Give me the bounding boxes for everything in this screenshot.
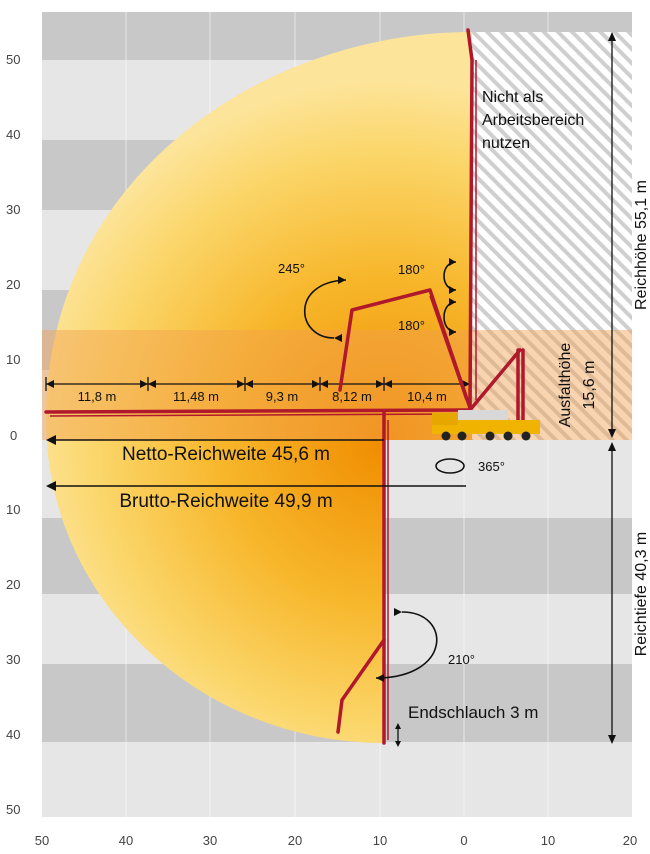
y-tick-label: 20	[6, 577, 20, 592]
y-tick-label: 40	[6, 727, 20, 742]
end-hose-label: Endschlauch 3 m	[408, 703, 538, 722]
x-tick-label: 30	[203, 833, 217, 848]
reach-depth-label: Reichtiefe 40,3 m	[633, 532, 650, 657]
angle-180-top-label: 180°	[398, 262, 425, 277]
netto-reach-label: Netto-Reichweite 45,6 m	[122, 444, 330, 465]
segment-label-1: 11,8 m	[78, 389, 117, 404]
vertical-dimensions	[395, 32, 616, 747]
hatch-note-line2: Arbeitsbereich	[482, 112, 584, 129]
angle-210-label: 210°	[448, 652, 475, 667]
segment-label-2: 11,48 m	[173, 389, 219, 404]
angle-365-label: 365°	[478, 459, 505, 474]
x-tick-label: 40	[119, 833, 133, 848]
segment-label-5: 10,4 m	[407, 389, 447, 404]
reach-height-label: Reichhöhe 55,1 m	[633, 180, 650, 310]
y-tick-label: 0	[10, 428, 17, 443]
x-tick-label: 20	[623, 833, 637, 848]
x-tick-label: 20	[288, 833, 302, 848]
x-axis: 50 40 30 20 10 0 10 20	[35, 833, 637, 848]
segment-label-4: 8,12 m	[332, 389, 372, 404]
y-tick-label: 50	[6, 52, 20, 67]
y-axis: 50 40 30 20 10 0 10 20 30 40 50	[6, 52, 20, 817]
hatched-zone	[472, 32, 632, 440]
reach-arrows	[46, 435, 466, 491]
y-tick-label: 20	[6, 277, 20, 292]
pump-truck	[432, 410, 540, 441]
segment-label-3: 9,3 m	[266, 389, 299, 404]
x-tick-label: 50	[35, 833, 49, 848]
angle-180-bottom-label: 180°	[398, 318, 425, 333]
y-tick-label: 10	[6, 352, 20, 367]
hatch-note-line1: Nicht als	[482, 89, 543, 106]
y-tick-label: 50	[6, 802, 20, 817]
angle-245-label: 245°	[278, 261, 305, 276]
x-tick-label: 0	[460, 833, 467, 848]
rotation-arcs	[303, 261, 465, 679]
y-tick-label: 40	[6, 127, 20, 142]
x-tick-label: 10	[541, 833, 555, 848]
unfolding-height-band	[42, 330, 632, 440]
concrete-pump-boom	[44, 28, 525, 745]
y-tick-label: 30	[6, 202, 20, 217]
unfolding-height-label-line1: Ausfalthöhe	[557, 343, 574, 428]
y-tick-label: 30	[6, 652, 20, 667]
hatch-note-line3: nutzen	[482, 135, 530, 152]
unfolding-height-label-line2: 15,6 m	[581, 361, 598, 410]
working-area	[46, 32, 472, 743]
y-tick-label: 10	[6, 502, 20, 517]
x-tick-label: 10	[373, 833, 387, 848]
brutto-reach-label: Brutto-Reichweite 49,9 m	[119, 491, 332, 512]
